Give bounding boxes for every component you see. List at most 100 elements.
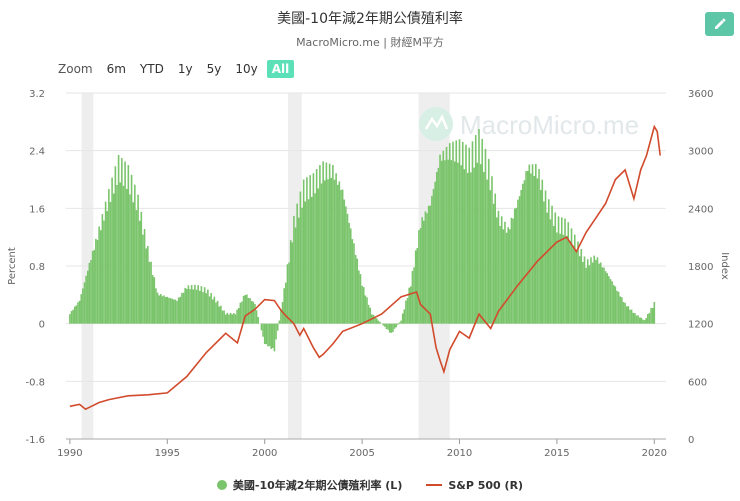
spread-bar	[304, 201, 307, 324]
legend-label-yield-spread: 美國-10年減2年期公債殖利率 (L)	[232, 479, 403, 492]
right-tick-label: 2400	[688, 204, 713, 215]
spread-bar	[533, 175, 535, 324]
left-tick-label: 0.8	[29, 262, 45, 273]
legend-item-sp500[interactable]: S&P 500 (R)	[426, 479, 523, 492]
spread-bar	[200, 286, 203, 324]
spread-bar	[570, 228, 573, 324]
spread-bar	[530, 173, 532, 324]
spread-bar	[418, 230, 420, 324]
spread-bar	[330, 177, 333, 324]
spread-bar	[565, 235, 568, 324]
zoom-1y-button[interactable]: 1y	[177, 62, 193, 76]
watermark: MacroMicro.me	[419, 107, 639, 141]
spread-bar	[509, 229, 511, 324]
spread-bar	[410, 286, 412, 324]
zoom-all-button[interactable]: All	[266, 60, 295, 78]
spread-bar	[166, 296, 169, 324]
spread-bar	[309, 175, 311, 324]
spread-bar	[332, 165, 334, 324]
spread-bar	[479, 164, 482, 324]
spread-bar	[634, 313, 636, 324]
spread-bar	[307, 199, 310, 324]
spread-bar	[130, 174, 133, 324]
spread-bar	[650, 308, 652, 324]
spread-bar	[299, 191, 302, 324]
chart-title: 美國-10年減2年期公債殖利率	[277, 11, 463, 27]
x-tick-label: 2000	[252, 448, 277, 459]
spread-bar	[143, 228, 146, 324]
spread-bar	[228, 314, 230, 324]
spread-bar	[353, 243, 355, 324]
spread-bar	[616, 290, 618, 324]
spread-bar	[369, 307, 372, 324]
zoom-6m-button[interactable]: 6m	[106, 62, 126, 76]
spread-bar	[539, 190, 542, 324]
spread-bar	[388, 323, 391, 333]
legend-item-yield-spread[interactable]: 美國-10年減2年期公債殖利率 (L)	[216, 477, 403, 493]
legend-line-icon	[426, 484, 443, 486]
spread-bar	[114, 166, 117, 324]
spread-bar	[643, 320, 646, 324]
spread-bar	[319, 165, 321, 324]
spread-bar	[142, 234, 144, 324]
left-tick-label: 2.4	[29, 147, 45, 158]
zoom-ytd-button[interactable]: YTD	[139, 62, 164, 76]
spread-bar	[349, 228, 352, 324]
spread-bar	[523, 180, 526, 324]
spread-bar	[185, 288, 188, 324]
spread-bar	[104, 201, 107, 324]
spread-bar	[98, 226, 100, 324]
spread-bar	[573, 234, 576, 324]
spread-bar	[280, 309, 282, 324]
spread-bar	[564, 218, 566, 324]
spread-bar	[177, 297, 180, 324]
spread-bar	[121, 158, 123, 324]
spread-bar	[439, 154, 441, 324]
spread-bar	[272, 323, 274, 349]
sp500-line	[69, 124, 661, 411]
spread-bar	[458, 139, 461, 324]
spread-bar	[296, 203, 298, 324]
spread-bar	[231, 314, 234, 324]
spread-bar	[645, 318, 647, 324]
spread-bar	[221, 310, 224, 324]
spread-bar	[236, 309, 238, 324]
spread-bar	[419, 228, 422, 324]
spread-bar	[577, 241, 579, 324]
zoom-10y-button[interactable]: 10y	[235, 62, 258, 76]
spread-bar	[403, 309, 406, 324]
spread-bar	[244, 295, 247, 324]
spread-bar	[229, 312, 232, 324]
spread-bar	[538, 169, 540, 324]
spread-bar	[111, 177, 113, 324]
spread-bar	[445, 146, 448, 324]
spread-bar	[556, 232, 558, 324]
spread-bar	[455, 140, 458, 324]
spread-bar	[306, 177, 308, 324]
spread-bar	[354, 254, 357, 324]
spread-bar	[481, 138, 484, 324]
spread-bar	[385, 323, 388, 330]
right-tick-label: 1800	[688, 262, 713, 273]
spread-bar	[427, 205, 430, 324]
spread-bar	[91, 250, 94, 324]
spread-bar	[422, 220, 425, 324]
spread-bar	[647, 314, 649, 324]
spread-bar	[348, 222, 350, 324]
spread-bar	[145, 248, 147, 324]
spread-bar	[252, 301, 255, 324]
spread-bar	[505, 232, 508, 324]
right-axis-title: Index	[719, 252, 730, 280]
spread-bar	[153, 277, 156, 324]
edit-button[interactable]	[705, 12, 734, 36]
spread-bar	[109, 202, 112, 324]
spread-bar	[596, 257, 599, 324]
zoom-5y-button[interactable]: 5y	[206, 62, 222, 76]
spread-bar	[310, 196, 313, 324]
spread-bar	[630, 309, 633, 324]
spread-bar	[599, 262, 602, 324]
legend-dot-icon	[216, 480, 227, 490]
spread-bar	[453, 161, 456, 324]
spread-bar	[526, 170, 529, 324]
spread-bar	[343, 199, 346, 324]
